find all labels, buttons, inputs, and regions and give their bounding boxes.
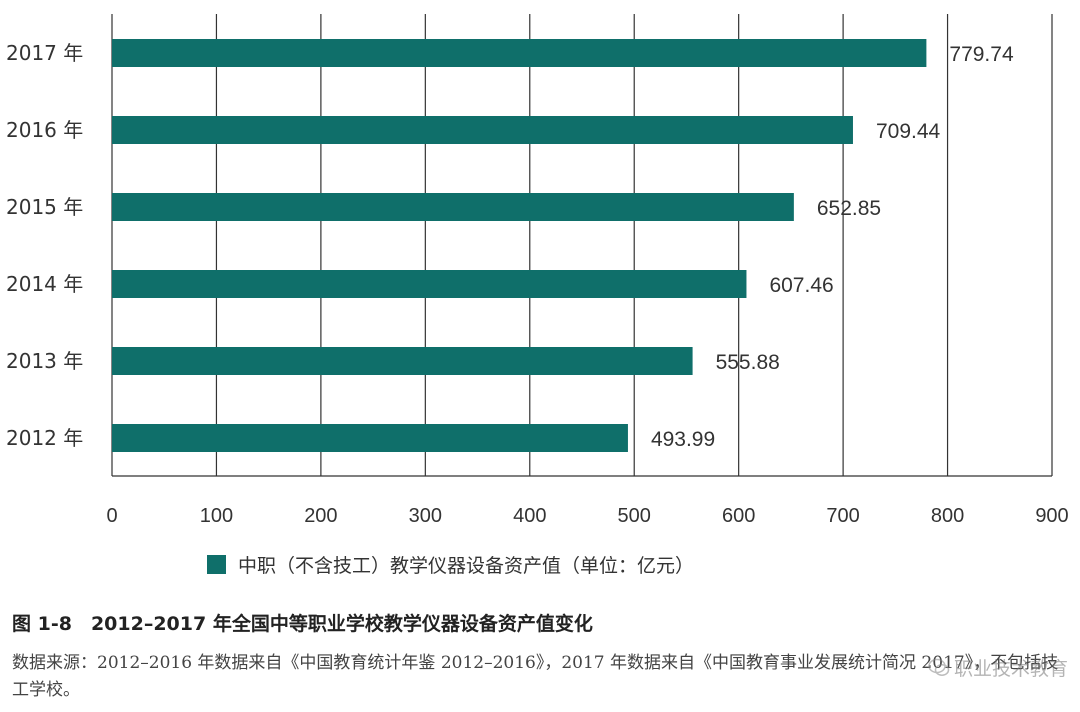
data-label: 607.46 [769,274,833,297]
x-tick-label: 500 [618,505,651,527]
x-tick-label: 700 [826,505,859,527]
figure-caption: 图 1-8 2012–2017 年全国中等职业学校教学仪器设备资产值变化 [12,613,593,635]
legend-label: 中职（不含技工）教学仪器设备资产值（单位：亿元） [238,554,695,577]
y-category-label: 2017 年 [6,41,83,65]
data-label: 555.88 [716,351,780,374]
x-tick-label: 100 [200,505,233,527]
legend: 中职（不含技工）教学仪器设备资产值（单位：亿元） [207,551,694,577]
bar [112,347,693,375]
bar [112,39,927,67]
bar [112,270,747,298]
bar [112,193,794,221]
chat-bubble-icon [928,658,950,676]
data-label: 493.99 [651,428,715,451]
y-category-label: 2012 年 [6,426,83,450]
x-tick-label: 300 [409,505,442,527]
x-tick-label: 800 [931,505,964,527]
x-tick-label: 0 [106,505,117,527]
bar [112,424,628,452]
x-tick-label: 900 [1035,505,1068,527]
data-label: 779.74 [949,43,1014,66]
watermark: 职业技术教育 [928,654,1068,681]
bar [112,116,853,144]
y-category-label: 2016 年 [6,118,83,142]
legend-swatch [207,554,226,574]
y-category-label: 2013 年 [6,349,83,373]
source-note: 数据来源：2012–2016 年数据来自《中国教育统计年鉴 2012–2016》… [12,653,1059,700]
data-label: 652.85 [817,197,881,220]
y-category-label: 2015 年 [6,195,83,219]
y-category-label: 2014 年 [6,272,83,296]
x-tick-label: 200 [304,505,337,527]
x-tick-label: 600 [722,505,755,527]
x-tick-label: 400 [513,505,546,527]
bar-chart: 0 100 200 300 400 500 600 700 800 900 2017 年 779.74… [6,14,1069,527]
data-label: 709.44 [876,120,941,143]
watermark-text: 职业技术教育 [953,658,1068,680]
